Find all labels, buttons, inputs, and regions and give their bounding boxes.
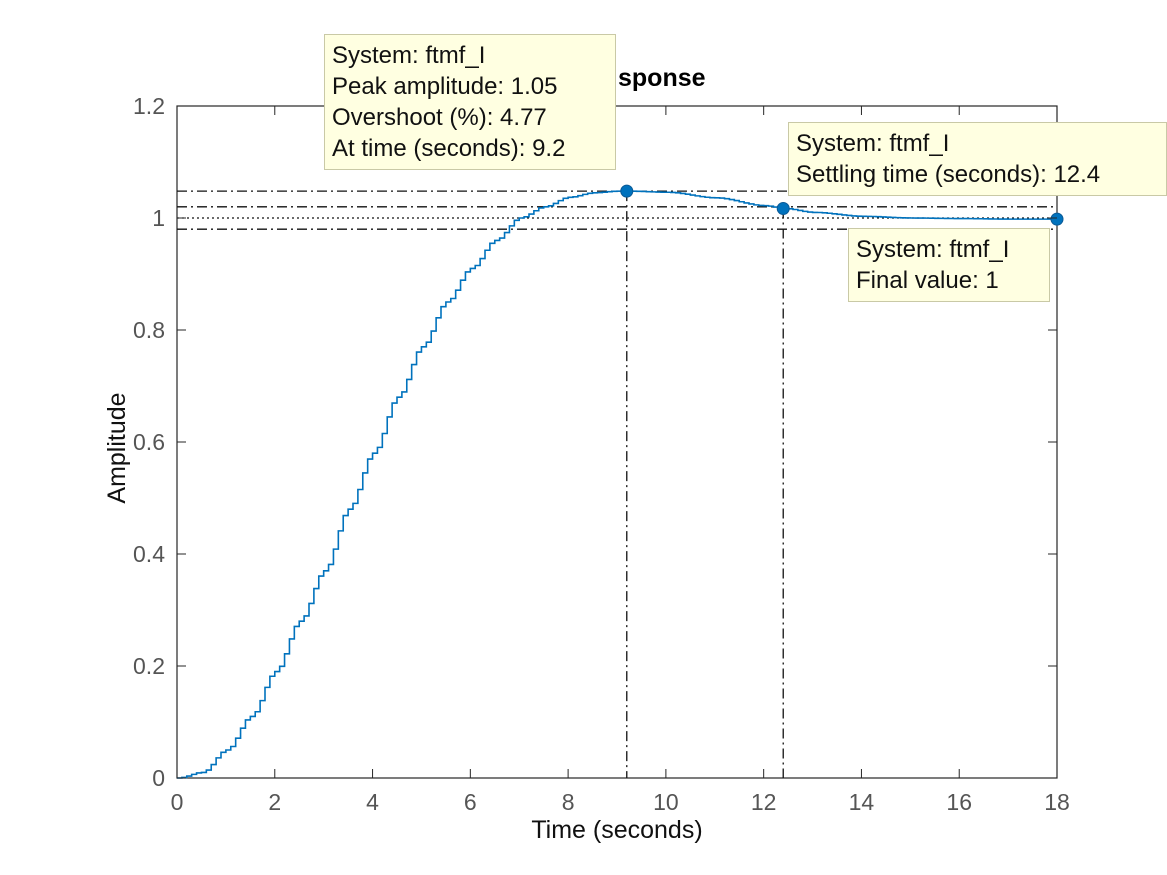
settling-tip-line: Settling time (seconds): 12.4 bbox=[796, 161, 1101, 188]
data-marker bbox=[776, 201, 790, 215]
x-tick-label: 18 bbox=[1044, 789, 1070, 815]
y-tick-label: 0 bbox=[152, 765, 165, 791]
x-tick-label: 4 bbox=[366, 789, 379, 815]
x-tick-label: 14 bbox=[849, 789, 875, 815]
data-marker bbox=[1050, 212, 1064, 226]
final-tip-line: Final value: 1 bbox=[856, 267, 999, 294]
x-tick-label: 12 bbox=[751, 789, 777, 815]
peak-tip-line: System: ftmf_I bbox=[332, 42, 486, 69]
x-tick-label: 16 bbox=[946, 789, 972, 815]
y-tick-label: 0.8 bbox=[133, 317, 165, 343]
markers bbox=[620, 184, 1064, 226]
y-tick-label: 0.6 bbox=[133, 429, 165, 455]
peak-tip-line: Overshoot (%): 4.77 bbox=[332, 104, 547, 131]
x-tick-label: 0 bbox=[171, 789, 184, 815]
settling-datatip[interactable]: System: ftmf_I Settling time (seconds): … bbox=[788, 122, 1167, 196]
y-axis-ticks: 0 0.2 0.4 0.6 0.8 1 1.2 bbox=[133, 93, 1057, 791]
settling-tip-line: System: ftmf_I bbox=[796, 130, 950, 157]
x-tick-label: 2 bbox=[268, 789, 281, 815]
peak-tip-line: At time (seconds): 9.2 bbox=[332, 135, 566, 162]
y-tick-label: 1 bbox=[152, 205, 165, 231]
chart-title: sponse bbox=[618, 64, 706, 92]
x-tick-label: 10 bbox=[653, 789, 679, 815]
x-tick-label: 6 bbox=[464, 789, 477, 815]
peak-datatip[interactable]: System: ftmf_I Peak amplitude: 1.05 Over… bbox=[324, 34, 616, 170]
x-axis-ticks: 0 2 4 6 8 10 12 14 16 18 bbox=[171, 106, 1070, 815]
peak-tip-line: Peak amplitude: 1.05 bbox=[332, 73, 558, 100]
y-tick-label: 1.2 bbox=[133, 93, 165, 119]
marker-vertical-lines bbox=[626, 191, 784, 778]
y-axis-label: Amplitude bbox=[103, 392, 131, 503]
data-marker bbox=[620, 184, 634, 198]
x-tick-label: 8 bbox=[562, 789, 575, 815]
y-tick-label: 0.4 bbox=[133, 541, 165, 567]
final-tip-line: System: ftmf_I bbox=[856, 236, 1010, 263]
final-value-datatip[interactable]: System: ftmf_I Final value: 1 bbox=[848, 228, 1050, 302]
x-axis-label: Time (seconds) bbox=[531, 816, 702, 844]
y-tick-label: 0.2 bbox=[133, 653, 165, 679]
series-line bbox=[177, 190, 1057, 779]
